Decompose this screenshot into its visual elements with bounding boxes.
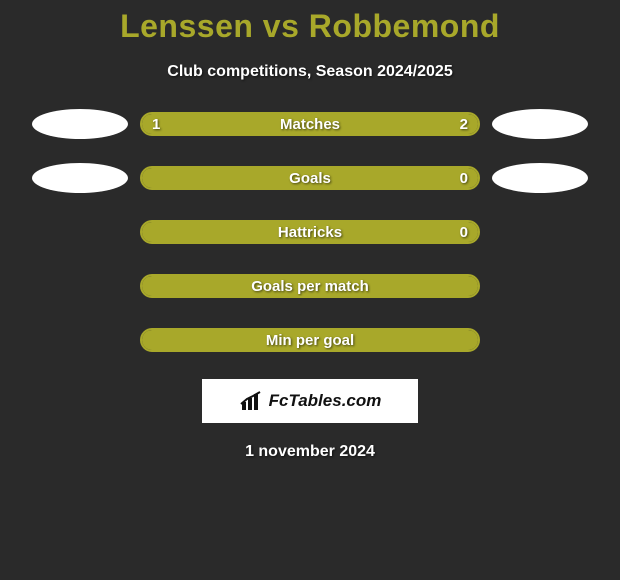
stats-container: 1 Matches 2 Goals 0 Hattri <box>0 109 620 355</box>
stat-value-right: 0 <box>460 170 468 187</box>
chart-icon <box>239 390 265 412</box>
stat-label: Goals <box>142 170 478 187</box>
stat-label: Goals per match <box>142 278 478 295</box>
date-label: 1 november 2024 <box>0 443 620 461</box>
stat-value-right: 2 <box>460 116 468 133</box>
left-oval-slot <box>20 217 140 247</box>
stat-bar: Goals per match <box>140 274 480 298</box>
brand-text: FcTables.com <box>269 391 382 411</box>
left-oval-slot <box>20 271 140 301</box>
left-oval-slot <box>20 163 140 193</box>
stat-bar: Min per goal <box>140 328 480 352</box>
brand-box[interactable]: FcTables.com <box>202 379 418 423</box>
right-oval-slot <box>480 163 600 193</box>
stat-label: Matches <box>142 116 478 133</box>
stat-value-right: 0 <box>460 224 468 241</box>
stat-row-min-per-goal: Min per goal <box>0 325 620 355</box>
stat-row-hattricks: Hattricks 0 <box>0 217 620 247</box>
stat-row-matches: 1 Matches 2 <box>0 109 620 139</box>
stat-row-goals-per-match: Goals per match <box>0 271 620 301</box>
stat-row-goals: Goals 0 <box>0 163 620 193</box>
left-oval-slot <box>20 325 140 355</box>
player-oval-left <box>32 163 128 193</box>
right-oval-slot <box>480 271 600 301</box>
subtitle: Club competitions, Season 2024/2025 <box>0 63 620 81</box>
stat-bar: 1 Matches 2 <box>140 112 480 136</box>
player-oval-right <box>492 109 588 139</box>
right-oval-slot <box>480 217 600 247</box>
stat-label: Hattricks <box>142 224 478 241</box>
stat-bar: Hattricks 0 <box>140 220 480 244</box>
page-title: Lenssen vs Robbemond <box>0 0 620 45</box>
right-oval-slot <box>480 109 600 139</box>
stat-label: Min per goal <box>142 332 478 349</box>
player-oval-left <box>32 109 128 139</box>
left-oval-slot <box>20 109 140 139</box>
right-oval-slot <box>480 325 600 355</box>
player-oval-right <box>492 163 588 193</box>
stat-bar: Goals 0 <box>140 166 480 190</box>
